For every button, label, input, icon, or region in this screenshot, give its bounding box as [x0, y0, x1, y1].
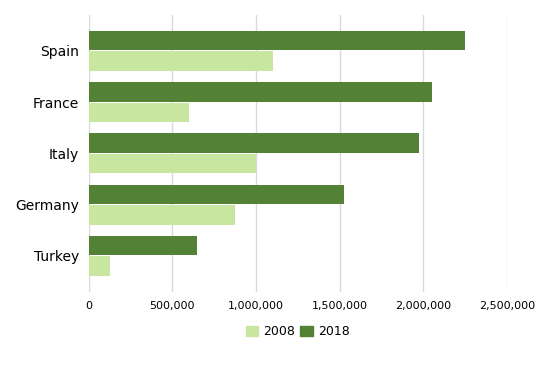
Bar	[89, 205, 235, 225]
Bar	[89, 51, 273, 71]
Bar	[89, 236, 197, 255]
Bar	[89, 257, 109, 276]
Bar	[89, 102, 189, 122]
Bar	[89, 31, 465, 50]
Bar	[89, 82, 432, 102]
Bar	[89, 154, 256, 174]
Bar	[89, 134, 419, 153]
Bar	[89, 185, 344, 204]
Legend: 2008, 2018: 2008, 2018	[241, 320, 355, 343]
